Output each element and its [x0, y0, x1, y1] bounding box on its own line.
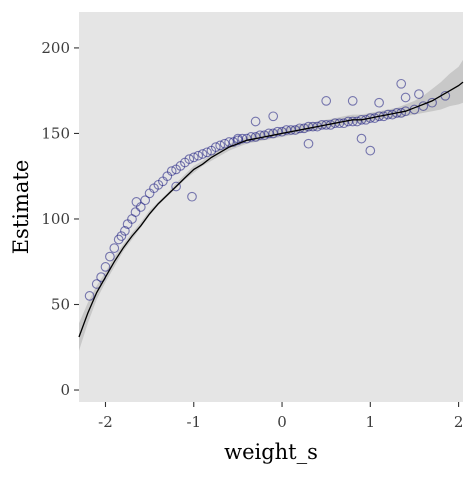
data-point — [374, 97, 384, 108]
data-point — [100, 262, 111, 272]
data-point — [197, 149, 208, 159]
data-point — [210, 142, 221, 152]
x-axis: -2 -1 0 1 2 — [98, 402, 463, 431]
data-point — [400, 92, 411, 103]
data-point — [414, 89, 424, 99]
data-point — [246, 132, 256, 142]
data-point — [184, 154, 195, 164]
data-point — [374, 111, 384, 122]
y-tick-label: 0 — [60, 381, 70, 399]
data-point — [202, 147, 212, 158]
data-point — [120, 226, 130, 236]
data-point — [84, 291, 95, 301]
data-point — [109, 243, 120, 253]
data-point — [188, 152, 199, 163]
data-point — [303, 138, 314, 149]
y-tick-label: 50 — [51, 296, 70, 314]
y-tick-label: 200 — [41, 39, 70, 57]
data-point — [166, 166, 177, 176]
y-axis: 0 50 100 150 200 — [41, 39, 79, 399]
data-point — [347, 96, 358, 106]
data-point — [312, 121, 323, 132]
x-tick-label: -1 — [186, 413, 201, 431]
data-point — [130, 207, 141, 217]
y-tick-label: 100 — [41, 210, 70, 228]
data-point — [365, 145, 376, 156]
fit-line-layer — [78, 81, 464, 338]
data-point — [356, 133, 367, 144]
data-point — [321, 96, 332, 106]
data-point — [338, 118, 349, 129]
y-tick-label: 150 — [41, 124, 70, 142]
x-tick-label: 0 — [277, 413, 287, 431]
data-point — [116, 231, 127, 241]
confidence-band — [79, 59, 463, 351]
data-point — [113, 234, 124, 245]
data-point — [250, 116, 261, 127]
x-tick-label: 2 — [454, 413, 464, 431]
data-point — [131, 197, 142, 207]
data-point — [187, 191, 197, 202]
data-point — [171, 181, 181, 192]
data-point — [396, 78, 407, 89]
fit-line — [78, 81, 464, 338]
data-point — [233, 133, 243, 144]
plot-panel — [79, 12, 463, 402]
data-point — [277, 126, 287, 137]
y-axis-title: Estimate — [9, 160, 33, 255]
x-tick-label: 1 — [366, 413, 376, 431]
data-point — [215, 140, 226, 151]
data-point — [268, 111, 279, 122]
confidence-band-layer — [79, 59, 463, 351]
data-point — [105, 251, 115, 262]
x-axis-title: weight_s — [224, 440, 318, 464]
x-tick-label: -2 — [98, 413, 113, 431]
data-point — [193, 150, 204, 161]
